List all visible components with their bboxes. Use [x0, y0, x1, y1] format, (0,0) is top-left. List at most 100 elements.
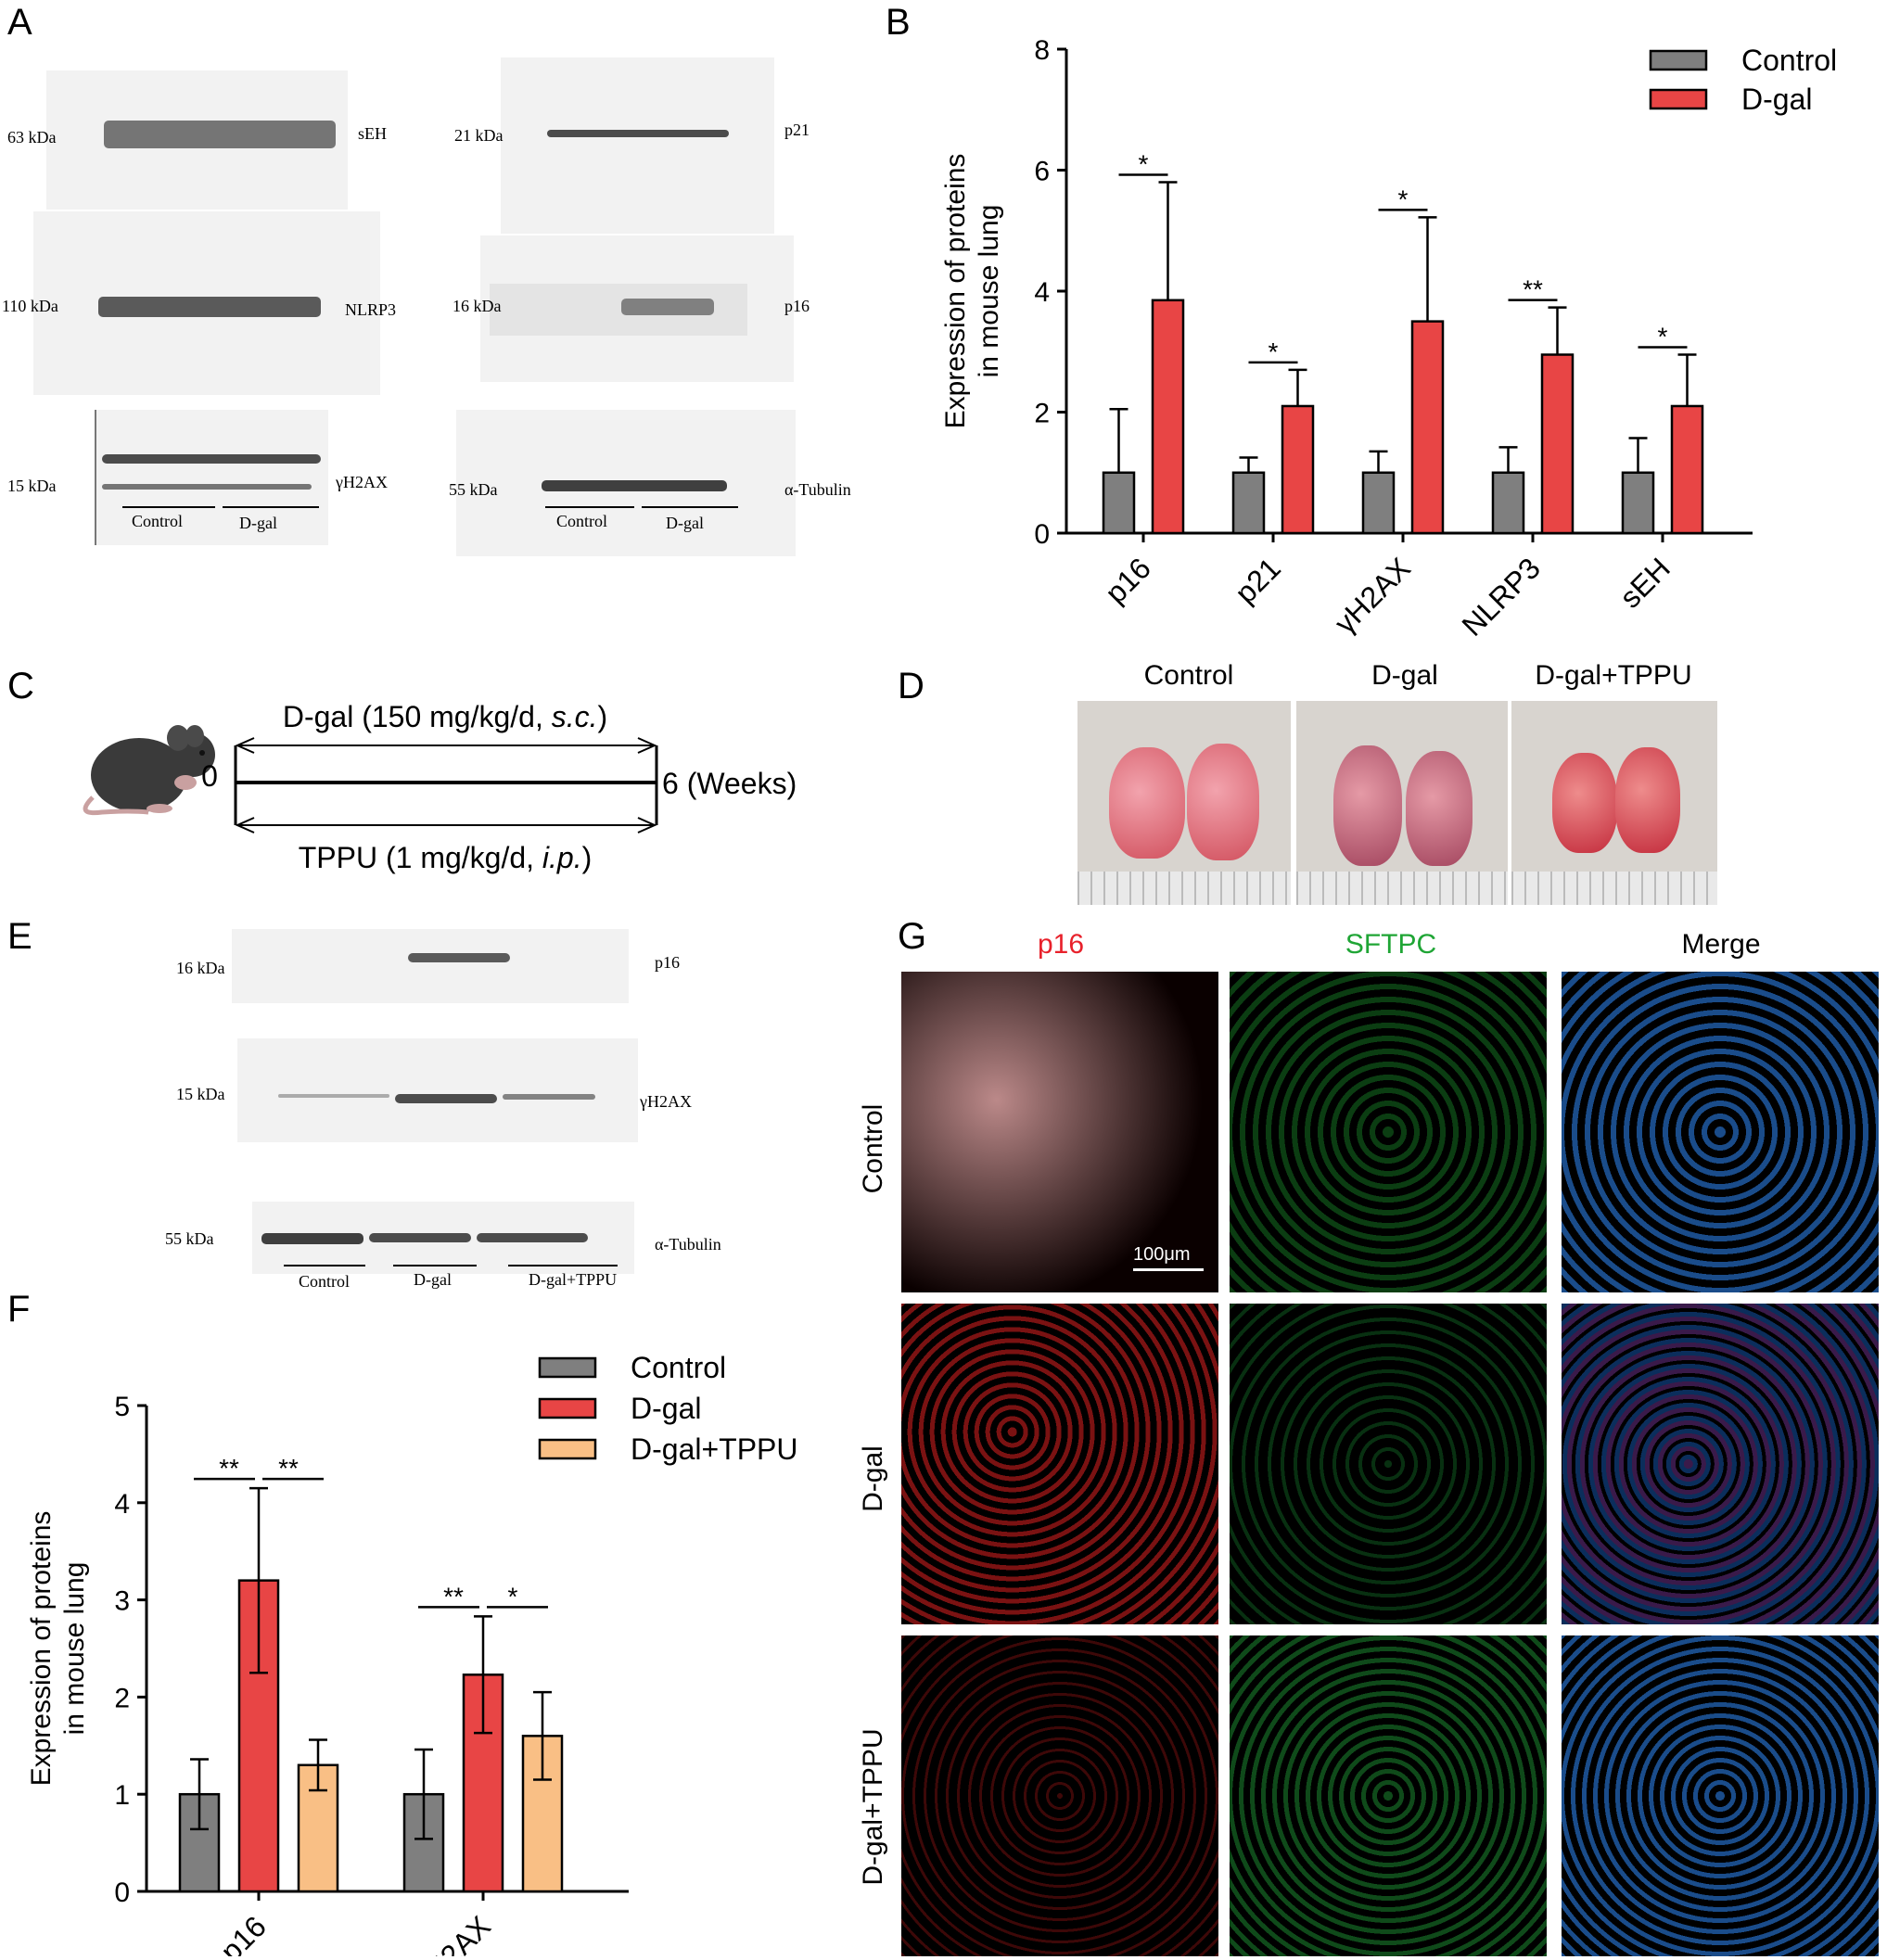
- blot-seh-kda: 63 kDa: [7, 128, 57, 146]
- legend-swatch: [1649, 49, 1708, 71]
- lung-photo-dgal-tppu: [1511, 701, 1717, 905]
- panel-label-f: F: [7, 1289, 31, 1330]
- significance-label: *: [508, 1582, 518, 1610]
- y-tick-label: 8: [1034, 35, 1050, 66]
- x-tick-label: sEH: [1613, 551, 1677, 614]
- significance-label: **: [219, 1454, 239, 1483]
- if-col-merge: Merge: [1681, 929, 1761, 960]
- blot-e-tubulin-bands: [261, 1233, 588, 1244]
- y-tick-label: 0: [1034, 519, 1050, 550]
- blot-seh-protein: sEH: [358, 124, 387, 143]
- y-tick-label: 5: [114, 1392, 130, 1422]
- blot-p21-protein: p21: [784, 121, 810, 139]
- legend-label: D-gal: [631, 1392, 701, 1425]
- y-axis-title-line2: in mouse lung: [59, 1562, 90, 1736]
- photo-title-dgal-tppu: D-gal+TPPU: [1535, 660, 1692, 691]
- blot-gh2ax-bands-lower: [102, 484, 312, 490]
- x-tick-label: γH2AX: [408, 1909, 497, 1956]
- y-tick-label: 2: [114, 1683, 130, 1713]
- y-axis-title-line2: in mouse lung: [974, 205, 1004, 378]
- panel-label-c: C: [7, 666, 34, 706]
- blot-nlrp3-protein: NLRP3: [345, 300, 397, 319]
- blot-seh-bands: [104, 121, 336, 148]
- bar: [521, 1735, 564, 1893]
- if-dgal-p16: [901, 1304, 1218, 1624]
- blot-tubulin-control-label: Control: [556, 512, 608, 530]
- y-tick-label: 0: [114, 1877, 130, 1908]
- blot-gh2ax: [96, 410, 328, 545]
- y-tick-label: 3: [114, 1586, 130, 1617]
- blot-p21: [501, 57, 774, 234]
- bar: [1540, 353, 1575, 535]
- blot-nlrp3-bands: [98, 297, 321, 317]
- legend-label: Control: [1741, 44, 1837, 77]
- if-tppu-sftpc: [1230, 1635, 1547, 1956]
- panel-label-e: E: [7, 916, 32, 957]
- blot-e-gh2ax-bands: [278, 1094, 595, 1103]
- blot-e-dgal-label: D-gal: [414, 1270, 452, 1289]
- significance-label: *: [1658, 323, 1668, 351]
- blot-e-control-label: Control: [299, 1272, 351, 1291]
- panel-label-b: B: [886, 2, 911, 43]
- bar: [1410, 320, 1445, 535]
- blot-e-tppu-label: D-gal+TPPU: [529, 1270, 618, 1289]
- blot-gh2ax-edge: [95, 410, 96, 545]
- y-tick-label: 2: [1034, 399, 1050, 429]
- blot-gh2ax-kda: 15 kDa: [7, 477, 57, 495]
- lung-photo-control: [1077, 701, 1291, 905]
- timeline-end: 6 (Weeks): [662, 767, 797, 800]
- if-control-merge: [1562, 972, 1879, 1292]
- bar: [1670, 404, 1704, 535]
- significance-label: *: [1398, 185, 1409, 213]
- if-col-sftpc: SFTPC: [1345, 929, 1437, 960]
- photo-title-control: Control: [1143, 660, 1234, 691]
- blot-e-tubulin-protein: α-Tubulin: [655, 1235, 721, 1254]
- significance-label: *: [1139, 150, 1149, 179]
- blot-e-gh2ax-kda: 15 kDa: [176, 1085, 225, 1103]
- blot-gh2ax-control-line: [122, 506, 215, 508]
- blot-tubulin-control-line: [545, 506, 634, 508]
- bar: [1151, 299, 1185, 535]
- blot-gh2ax-dgal-label: D-gal: [239, 514, 277, 532]
- blot-e-tppu-line: [508, 1265, 618, 1266]
- legend-swatch: [538, 1397, 597, 1419]
- bar: [1281, 404, 1315, 535]
- blot-e-p16: [232, 929, 629, 1003]
- timeline-start: 0: [201, 759, 218, 793]
- if-control-p16: [901, 972, 1218, 1292]
- blot-e-gh2ax: [237, 1038, 638, 1142]
- legend-swatch: [538, 1356, 597, 1379]
- y-tick-label: 4: [1034, 277, 1050, 308]
- if-dgal-sftpc: [1230, 1304, 1547, 1624]
- x-tick-label: p21: [1229, 551, 1287, 609]
- bar: [1491, 471, 1525, 535]
- legend-label: D-gal+TPPU: [631, 1432, 798, 1466]
- blot-tubulin-bands: [542, 480, 727, 491]
- blot-p16-protein: p16: [784, 297, 810, 315]
- significance-label: **: [1523, 275, 1543, 304]
- blot-e-tubulin-kda: 55 kDa: [165, 1229, 214, 1248]
- blot-e-p16-bands: [408, 953, 510, 962]
- if-tppu-p16: [901, 1635, 1218, 1956]
- y-tick-label: 4: [114, 1489, 130, 1520]
- blot-tubulin-kda: 55 kDa: [449, 480, 498, 499]
- x-tick-label: γH2AX: [1328, 551, 1417, 640]
- blot-p16-kda: 16 kDa: [453, 297, 502, 315]
- blot-e-control-line: [284, 1265, 365, 1266]
- y-axis-title: Expression of proteins: [26, 1511, 57, 1787]
- blot-p21-kda: 21 kDa: [454, 126, 504, 145]
- bar: [1102, 471, 1136, 535]
- panel-label-a: A: [7, 2, 32, 43]
- if-control-sftpc: [1230, 972, 1547, 1292]
- if-row-dgal: D-gal: [858, 1445, 888, 1512]
- blot-gh2ax-control-label: Control: [132, 512, 184, 530]
- mouse-icon: [83, 725, 215, 816]
- blot-e-gh2ax-protein: γH2AX: [640, 1092, 692, 1111]
- if-row-control: Control: [858, 1103, 888, 1194]
- if-tppu-merge: [1562, 1635, 1879, 1956]
- bar: [1231, 471, 1266, 535]
- blot-tubulin-dgal-line: [642, 506, 738, 508]
- x-tick-label: NLRP3: [1456, 551, 1547, 642]
- y-tick-label: 1: [114, 1780, 130, 1811]
- legend-swatch: [1649, 88, 1708, 110]
